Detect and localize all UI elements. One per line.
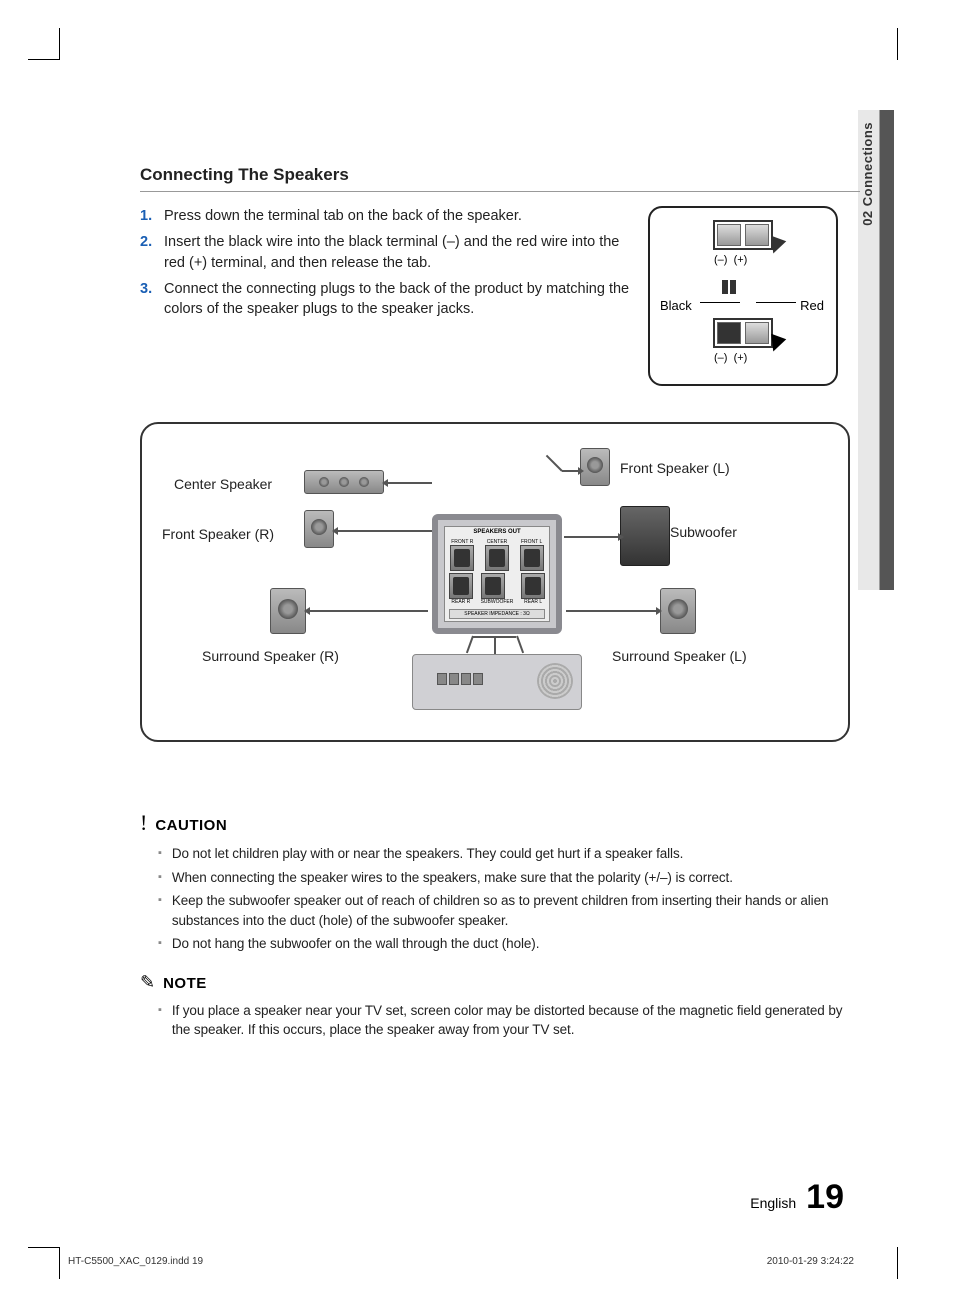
impedance-label: SPEAKER IMPEDANCE : 3Ω (449, 609, 545, 619)
step-text: Connect the connecting plugs to the back… (164, 279, 630, 320)
step-item: 1.Press down the terminal tab on the bac… (140, 206, 630, 226)
section-title: Connecting The Speakers (140, 165, 860, 192)
center-speaker-label: Center Speaker (174, 476, 272, 492)
connector-line (472, 636, 516, 638)
jack-icon (450, 545, 474, 571)
red-wire-label: Red (800, 298, 824, 313)
jack-icon (485, 545, 509, 571)
polarity-label: (–) (+) (714, 352, 747, 364)
jack-icon (481, 573, 505, 599)
terminal-block-bottom (713, 318, 773, 348)
subwoofer-icon (620, 506, 670, 566)
speaker-out-panel: SPEAKERS OUT FRONT R CENTER FRONT L REAR… (432, 514, 562, 634)
wire-line (700, 302, 740, 303)
crop-mark (28, 1247, 60, 1279)
surround-l-speaker-icon (660, 588, 696, 634)
caution-item: When connecting the speaker wires to the… (158, 868, 860, 888)
caution-item: Do not hang the subwoofer on the wall th… (158, 934, 860, 954)
caution-heading: CAUTION (155, 817, 227, 834)
connector-line (338, 530, 432, 532)
step-text: Press down the terminal tab on the back … (164, 206, 522, 226)
note-heading: NOTE (163, 975, 207, 992)
step-text: Insert the black wire into the black ter… (164, 232, 630, 273)
page-number: 19 (806, 1178, 844, 1217)
step-item: 2.Insert the black wire into the black t… (140, 232, 630, 273)
center-speaker-icon (304, 470, 384, 494)
caution-icon: ! (140, 810, 147, 836)
front-r-label: Front Speaker (R) (162, 526, 274, 542)
subwoofer-label: Subwoofer (670, 524, 737, 540)
page-footer: English 19 (750, 1178, 844, 1217)
connector-line (562, 470, 578, 472)
front-l-speaker-icon (580, 448, 610, 486)
connector-line (564, 536, 618, 538)
crop-mark (28, 28, 60, 60)
caution-list: Do not let children play with or near th… (158, 844, 860, 954)
connector-line (516, 636, 524, 654)
steps-list: 1.Press down the terminal tab on the bac… (140, 206, 630, 319)
connector-line (310, 610, 428, 612)
caution-item: Keep the subwoofer speaker out of reach … (158, 891, 860, 930)
connector-line (388, 482, 432, 484)
connector-line (466, 636, 474, 654)
indd-filename: HT-C5500_XAC_0129.indd 19 (68, 1256, 203, 1267)
front-l-label: Front Speaker (L) (620, 460, 730, 476)
connector-line (546, 455, 563, 472)
wire-line (756, 302, 796, 303)
connector-line (566, 610, 656, 612)
hand-icon (766, 236, 787, 257)
crop-mark (897, 1247, 898, 1279)
step-item: 3.Connect the connecting plugs to the ba… (140, 279, 630, 320)
terminal-diagram: (–) (+) Black Red (–) (+) (648, 206, 838, 386)
steps-row: 1.Press down the terminal tab on the bac… (140, 206, 860, 386)
note-item: If you place a speaker near your TV set,… (158, 1001, 860, 1040)
crop-mark (897, 28, 898, 60)
speaker-connection-diagram: Center Speaker Front Speaker (R) Front S… (140, 422, 850, 742)
caution-section: ! CAUTION Do not let children play with … (140, 810, 860, 954)
chapter-tab: 02 Connections (858, 110, 894, 590)
surround-r-label: Surround Speaker (R) (202, 648, 339, 664)
chapter-tab-label: 02 Connections (860, 122, 875, 226)
footer-lang: English (750, 1195, 796, 1211)
black-wire-label: Black (660, 298, 692, 313)
connector-line (494, 636, 496, 656)
jack-icon (521, 573, 545, 599)
note-list: If you place a speaker near your TV set,… (158, 1001, 860, 1040)
pencil-icon: ✎ (140, 972, 155, 993)
caution-item: Do not let children play with or near th… (158, 844, 860, 864)
plug-icon (720, 280, 742, 302)
note-section: ✎ NOTE If you place a speaker near your … (140, 972, 860, 1040)
unit-rear-icon (412, 654, 582, 710)
jack-icon (449, 573, 473, 599)
front-r-speaker-icon (304, 510, 334, 548)
jack-icon (520, 545, 544, 571)
panel-title: SPEAKERS OUT (445, 529, 549, 535)
surround-r-speaker-icon (270, 588, 306, 634)
hand-icon (766, 334, 787, 355)
page-content: Connecting The Speakers 1.Press down the… (140, 165, 860, 1044)
indd-date: 2010-01-29 3:24:22 (767, 1256, 854, 1267)
terminal-block-top (713, 220, 773, 250)
surround-l-label: Surround Speaker (L) (612, 648, 747, 664)
polarity-label: (–) (+) (714, 254, 747, 266)
